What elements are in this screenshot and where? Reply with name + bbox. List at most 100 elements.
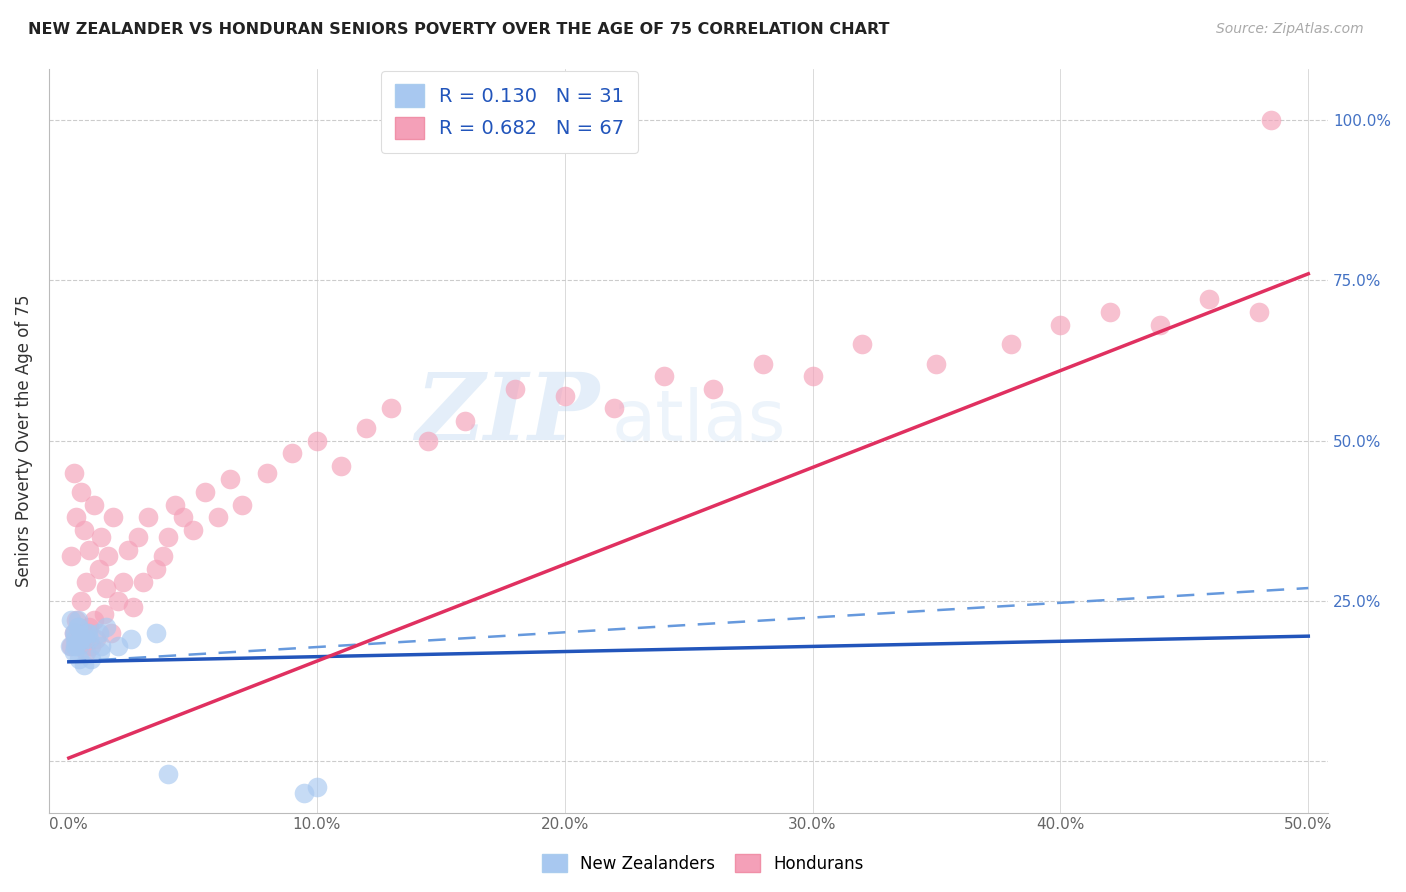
Point: [103, 510, 125, 524]
Point: [60, 639, 83, 653]
Point: [83, 498, 105, 512]
Point: [65, 632, 87, 647]
Point: [70, 632, 93, 647]
Point: [1000, 337, 1022, 351]
Point: [172, 510, 194, 524]
Point: [80, 651, 103, 665]
Point: [503, 382, 526, 396]
Point: [65, 639, 87, 653]
Point: [380, 401, 402, 416]
Point: [73, 524, 96, 538]
Point: [76, 626, 98, 640]
Text: atlas: atlas: [612, 387, 786, 457]
Point: [60, 613, 83, 627]
Point: [62, 626, 84, 640]
Point: [93, 607, 115, 621]
Point: [1149, 318, 1171, 332]
Point: [120, 632, 142, 647]
Point: [60, 549, 83, 563]
Point: [1198, 293, 1220, 307]
Point: [181, 524, 204, 538]
Y-axis label: Seniors Poverty Over the Age of 75: Seniors Poverty Over the Age of 75: [15, 294, 32, 587]
Point: [94, 619, 117, 633]
Point: [117, 542, 139, 557]
Point: [1049, 318, 1071, 332]
Point: [70, 484, 93, 499]
Point: [87, 562, 110, 576]
Point: [80, 639, 103, 653]
Point: [330, 459, 353, 474]
Point: [305, 780, 328, 794]
Point: [207, 510, 229, 524]
Point: [59, 639, 82, 653]
Text: ZIP: ZIP: [415, 369, 599, 459]
Point: [87, 626, 110, 640]
Point: [65, 626, 87, 640]
Point: [281, 446, 304, 460]
Point: [122, 600, 145, 615]
Point: [62, 626, 84, 640]
Point: [70, 594, 93, 608]
Point: [69, 632, 91, 647]
Text: NEW ZEALANDER VS HONDURAN SENIORS POVERTY OVER THE AGE OF 75 CORRELATION CHART: NEW ZEALANDER VS HONDURAN SENIORS POVERT…: [28, 22, 890, 37]
Point: [75, 632, 97, 647]
Point: [851, 337, 873, 351]
Point: [356, 420, 378, 434]
Point: [1260, 112, 1282, 127]
Point: [145, 626, 167, 640]
Point: [231, 498, 253, 512]
Point: [65, 639, 87, 653]
Point: [67, 651, 90, 665]
Point: [752, 357, 775, 371]
Point: [75, 574, 97, 589]
Point: [73, 658, 96, 673]
Point: [90, 639, 112, 653]
Point: [925, 357, 948, 371]
Point: [554, 389, 576, 403]
Point: [652, 369, 675, 384]
Point: [73, 626, 96, 640]
Point: [107, 594, 129, 608]
Point: [1098, 305, 1121, 319]
Point: [75, 645, 97, 659]
Point: [83, 613, 105, 627]
Point: [418, 434, 440, 448]
Point: [63, 645, 86, 659]
Point: [67, 613, 90, 627]
Point: [145, 562, 167, 576]
Point: [94, 581, 117, 595]
Point: [194, 484, 217, 499]
Point: [84, 632, 107, 647]
Point: [165, 498, 187, 512]
Point: [67, 619, 90, 633]
Text: Source: ZipAtlas.com: Source: ZipAtlas.com: [1216, 22, 1364, 37]
Point: [603, 401, 626, 416]
Point: [77, 626, 100, 640]
Point: [219, 472, 242, 486]
Point: [97, 549, 120, 563]
Point: [305, 434, 328, 448]
Point: [90, 530, 112, 544]
Legend: R = 0.130   N = 31, R = 0.682   N = 67: R = 0.130 N = 31, R = 0.682 N = 67: [381, 70, 638, 153]
Point: [62, 466, 84, 480]
Point: [292, 786, 315, 800]
Point: [136, 510, 159, 524]
Point: [66, 619, 89, 633]
Point: [67, 632, 90, 647]
Point: [132, 574, 155, 589]
Point: [65, 613, 87, 627]
Point: [65, 510, 87, 524]
Point: [112, 574, 135, 589]
Legend: New Zealanders, Hondurans: New Zealanders, Hondurans: [536, 847, 870, 880]
Point: [156, 530, 179, 544]
Point: [156, 767, 179, 781]
Point: [801, 369, 824, 384]
Point: [77, 542, 100, 557]
Point: [1247, 305, 1270, 319]
Point: [702, 382, 724, 396]
Point: [454, 414, 477, 428]
Point: [77, 619, 100, 633]
Point: [89, 645, 111, 659]
Point: [69, 639, 91, 653]
Point: [127, 530, 149, 544]
